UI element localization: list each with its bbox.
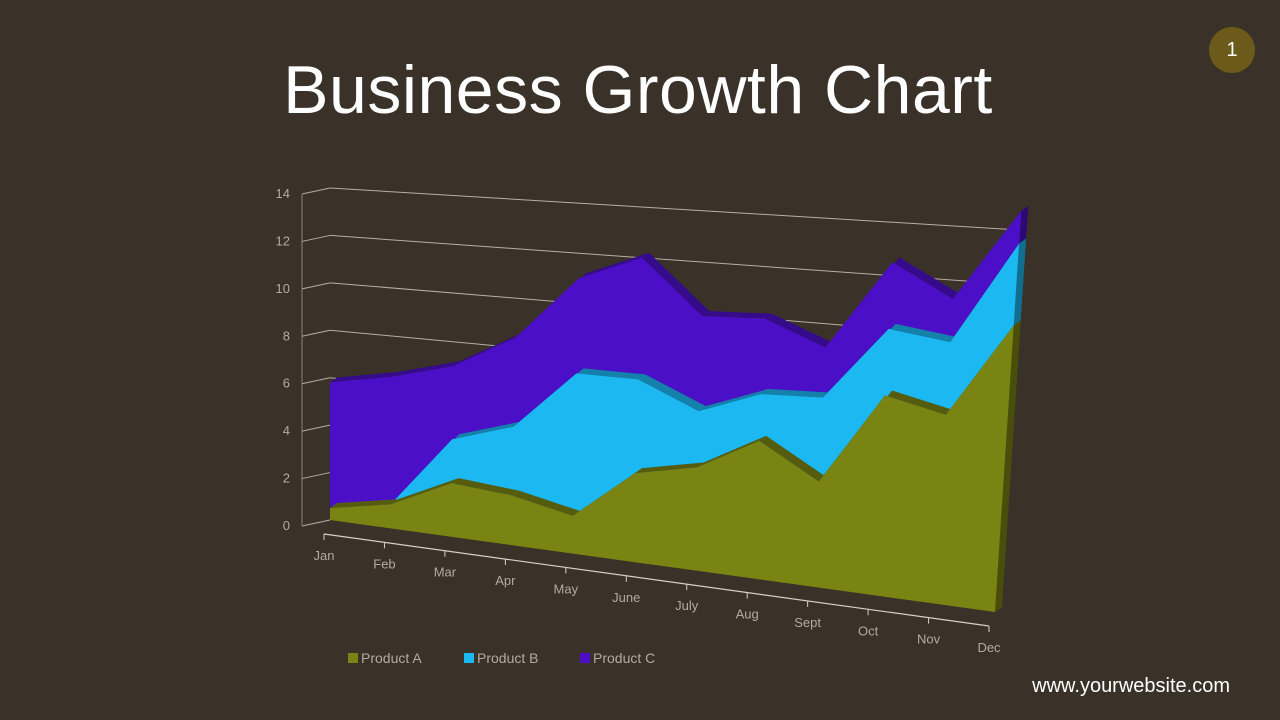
y-axis-tick bbox=[301, 234, 331, 242]
x-tick-label: Nov bbox=[917, 632, 941, 647]
x-tick-label: July bbox=[675, 598, 699, 613]
y-axis-tick-labels: 0 2 4 6 8 10 12 14 bbox=[276, 186, 290, 533]
x-tick-label: Feb bbox=[373, 556, 395, 571]
area-side-product-a bbox=[995, 320, 1021, 612]
y-axis-tick bbox=[301, 282, 331, 290]
area-product-b bbox=[330, 243, 1020, 516]
area-product-a bbox=[330, 325, 1014, 612]
y-tick-label: 0 bbox=[283, 518, 290, 533]
x-tick-label: Aug bbox=[736, 607, 759, 622]
y-tick-label: 10 bbox=[276, 281, 290, 296]
y-tick-label: 4 bbox=[283, 423, 290, 438]
legend-swatch bbox=[580, 653, 590, 663]
legend-swatch bbox=[348, 653, 358, 663]
x-tick-label: Jan bbox=[314, 548, 335, 563]
y-axis-tick bbox=[301, 519, 331, 527]
x-axis-line bbox=[323, 533, 990, 627]
chart-legend: Product A Product B Product C bbox=[348, 650, 655, 666]
y-axis-tick bbox=[301, 329, 331, 337]
y-axis-tick bbox=[301, 377, 331, 385]
chart-axes bbox=[301, 187, 990, 632]
y-tick-label: 6 bbox=[283, 376, 290, 391]
legend-label: Product A bbox=[361, 650, 422, 666]
y-tick-label: 8 bbox=[283, 328, 290, 343]
x-tick-label: Sept bbox=[794, 615, 821, 630]
page-number-badge: 1 bbox=[1209, 27, 1255, 73]
area-product-c bbox=[330, 210, 1022, 509]
x-tick-label: Mar bbox=[434, 565, 457, 580]
x-tick-label: Apr bbox=[495, 573, 516, 588]
chart-areas bbox=[330, 205, 1029, 612]
y-tick-label: 2 bbox=[283, 471, 290, 486]
x-axis-tick-labels: Jan Feb Mar Apr May June July Aug Sept Oct Nov Dec bbox=[314, 548, 1002, 655]
legend-swatch bbox=[464, 653, 474, 663]
y-tick-label: 14 bbox=[276, 186, 290, 201]
gridline bbox=[329, 187, 1021, 231]
website-url: www.yourwebsite.com bbox=[1032, 675, 1230, 697]
y-axis-tick bbox=[301, 187, 331, 195]
legend-label: Product B bbox=[477, 650, 538, 666]
y-axis-tick bbox=[301, 424, 331, 432]
area-side-product-c bbox=[1019, 205, 1029, 244]
slide-title: Business Growth Chart bbox=[283, 52, 993, 128]
area-side-product-b bbox=[1013, 238, 1027, 326]
y-axis-tick bbox=[301, 472, 331, 480]
y-tick-label: 12 bbox=[276, 233, 290, 248]
x-tick-label: Oct bbox=[858, 623, 879, 638]
x-tick-label: May bbox=[554, 581, 579, 596]
x-tick-label: June bbox=[612, 590, 640, 605]
legend-label: Product C bbox=[593, 650, 655, 666]
x-tick-label: Dec bbox=[977, 640, 1001, 655]
